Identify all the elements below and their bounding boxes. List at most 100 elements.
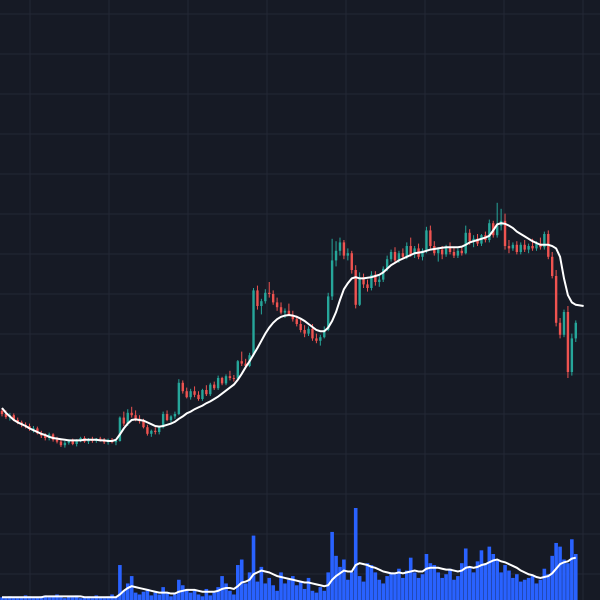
volume-bar xyxy=(338,566,342,600)
candlestick xyxy=(130,406,133,418)
candle-body xyxy=(122,417,126,424)
candlestick xyxy=(543,231,546,250)
volume-bar xyxy=(279,572,283,600)
volume-bar xyxy=(232,594,236,600)
volume-bar xyxy=(19,597,24,600)
candle-body xyxy=(169,416,173,420)
volume-bar xyxy=(534,583,539,600)
volume-bar xyxy=(302,588,307,600)
volume-bar xyxy=(102,598,106,600)
candle-body xyxy=(185,391,188,398)
candlestick xyxy=(122,411,126,426)
candlestick xyxy=(495,202,499,238)
candlestick xyxy=(169,415,173,423)
candle-body xyxy=(118,417,122,441)
candle-body xyxy=(197,394,200,399)
candlestick xyxy=(240,351,243,366)
volume-bar xyxy=(63,598,67,600)
volume-bar xyxy=(251,535,256,600)
candlestick xyxy=(350,250,353,274)
volume-bar xyxy=(416,577,421,600)
candle-body xyxy=(519,244,522,252)
volume-bar xyxy=(475,561,480,600)
volume-bar xyxy=(180,585,185,600)
volume-bar xyxy=(566,563,570,600)
candle-body xyxy=(244,363,247,366)
volume-bar xyxy=(463,548,468,600)
candle-body xyxy=(350,253,353,270)
volume-bar xyxy=(255,581,260,600)
candle-body xyxy=(220,378,224,384)
volume-bar xyxy=(444,574,448,600)
volume-bar xyxy=(200,596,205,600)
volume-bar xyxy=(408,557,413,600)
candlestick xyxy=(224,374,228,386)
volume-bar xyxy=(503,565,507,600)
candle-body xyxy=(543,234,546,248)
candle-body xyxy=(468,232,471,242)
candlestick xyxy=(315,333,318,344)
candle-body xyxy=(566,312,570,372)
candlestick xyxy=(236,360,239,381)
volume-bar xyxy=(67,596,71,600)
candle-body xyxy=(460,250,464,254)
candlestick xyxy=(429,225,432,249)
volume-bar xyxy=(404,570,409,600)
candlestick xyxy=(181,380,184,394)
volume-bar xyxy=(145,588,150,600)
candle-body xyxy=(495,225,499,236)
candle-body xyxy=(126,412,129,424)
candle-body xyxy=(59,441,63,446)
candlestick xyxy=(209,382,212,396)
candlestick xyxy=(515,241,519,255)
volume-bar xyxy=(267,577,272,600)
candle-body xyxy=(507,246,511,249)
candle-body xyxy=(177,382,181,414)
candlestick xyxy=(566,306,570,378)
volume-bar xyxy=(173,594,177,600)
candle-body xyxy=(134,415,137,419)
volume-bar xyxy=(424,554,429,600)
volume-bar xyxy=(518,581,523,600)
candlestick xyxy=(346,248,350,261)
candle-body xyxy=(503,220,507,246)
volume-bar xyxy=(346,579,350,600)
candle-body xyxy=(366,284,369,288)
candlestick xyxy=(150,429,153,437)
volume-bar xyxy=(192,590,197,600)
volume-bar xyxy=(129,576,134,600)
candlestick xyxy=(59,439,63,447)
candle-body xyxy=(476,238,479,244)
candle-body xyxy=(397,253,401,261)
candle-body xyxy=(334,250,338,261)
volume-bar xyxy=(4,598,8,600)
volume-bar xyxy=(239,559,244,600)
candlestick xyxy=(213,381,216,390)
candlestick xyxy=(409,237,412,257)
candlestick xyxy=(185,387,188,399)
volume-bar xyxy=(133,592,138,600)
candle-body xyxy=(283,310,287,313)
candlestick xyxy=(36,426,39,435)
candle-body xyxy=(260,301,263,306)
volume-bar xyxy=(448,568,452,600)
volume-bar xyxy=(122,590,126,600)
candlestick xyxy=(527,243,530,254)
candlestick xyxy=(551,252,554,279)
candle-body xyxy=(409,246,412,255)
volume-bar xyxy=(114,597,118,600)
volume-bar xyxy=(59,597,63,600)
candle-body xyxy=(228,376,232,378)
volume-bar xyxy=(184,588,189,600)
candle-body xyxy=(527,246,530,250)
candle-body xyxy=(205,390,208,395)
candle-body xyxy=(252,290,255,356)
volume-bar xyxy=(196,594,201,600)
candlestick xyxy=(275,297,279,311)
candlestick xyxy=(558,318,562,339)
candlestick xyxy=(503,213,507,250)
candle-body xyxy=(405,246,408,257)
candlestick xyxy=(511,242,515,251)
volume-bar xyxy=(515,574,519,600)
candlestick xyxy=(574,320,577,342)
